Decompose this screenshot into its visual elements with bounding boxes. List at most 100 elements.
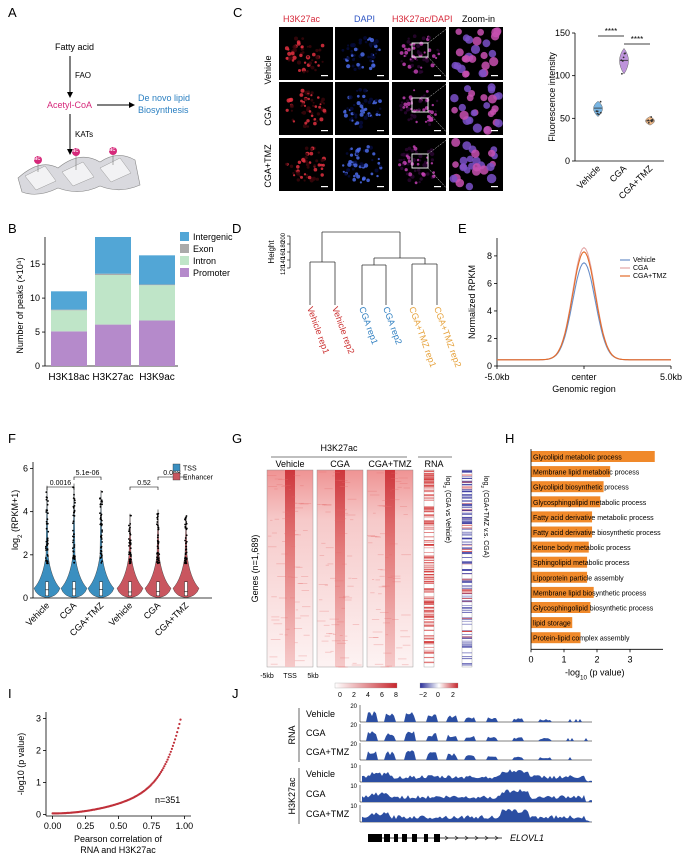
g-heatmap-speck [300, 615, 309, 617]
c-zoom-box [411, 42, 429, 58]
g-heatmap-speck [382, 585, 386, 587]
c-cell-dot [302, 110, 307, 115]
g-rna-stripe [462, 541, 472, 543]
c-cell-dot [365, 113, 369, 117]
c-cell-dot [289, 164, 294, 168]
i-scatter-point [179, 718, 182, 721]
g-rna-stripe [462, 474, 472, 476]
f-outlier [184, 539, 187, 542]
g-rna-stripe-up [424, 510, 434, 512]
g-heatmap-speck [325, 564, 329, 566]
c-x-tick-label: CGA [608, 163, 629, 184]
g-rna-stripe [462, 517, 472, 518]
c-cell-dot [378, 99, 382, 103]
c-cell-dot [303, 173, 307, 176]
f-box [128, 581, 132, 597]
g-rna-stripe-up [424, 574, 434, 576]
f-outlier [73, 499, 76, 502]
g-rna-stripe-up [424, 540, 434, 542]
g-heatmap-speck [298, 655, 307, 657]
f-outlier [72, 547, 74, 550]
c-cell-dot [322, 108, 327, 113]
c-cell-dot [423, 51, 426, 54]
g-rna-stripe-up [424, 488, 434, 490]
f-legend-label: Enhancer [183, 475, 214, 482]
g-rna-stripe-up [424, 555, 434, 557]
g-heatmap-speck [282, 541, 286, 542]
g-rna-stripe [462, 607, 472, 608]
c-cell-dot [398, 163, 402, 167]
d-leaf-label: Vehicle rep2 [330, 305, 356, 355]
e-y-tick-label: 8 [487, 251, 492, 261]
b-legend-swatch [180, 268, 189, 277]
c-cell-dot [306, 165, 310, 169]
c-cell-dot [371, 60, 374, 63]
c-cell-dot [369, 100, 372, 103]
c-y-tick-label: 100 [555, 71, 570, 81]
c-cell-dot [350, 43, 355, 48]
f-outlier [100, 550, 103, 553]
c-cell-dot [424, 120, 428, 123]
c-cell-dot [358, 147, 361, 150]
f-legend-swatch [172, 463, 181, 472]
i-scatter-point [160, 770, 163, 774]
g-rna-stripe [462, 520, 472, 521]
c-cell-dot [303, 61, 307, 64]
panel-label-i: I [8, 686, 12, 701]
a-arrowhead-fao [67, 92, 73, 98]
f-outlier [99, 503, 102, 506]
g-heatmap-speck [400, 630, 408, 632]
c-cell-dot [355, 152, 359, 156]
c-cell-dot [353, 174, 356, 178]
c-cell-dot [480, 51, 488, 60]
f-outlier [184, 537, 187, 539]
i-annotation: n=351 [155, 795, 180, 805]
c-cell-dot [399, 108, 403, 112]
c-cell-dot [358, 38, 363, 43]
g-rna-stripe [462, 521, 472, 523]
c-cell-dot [309, 151, 314, 156]
g-heatmap-speck [382, 505, 393, 507]
j-track-scale: 20 [350, 742, 357, 748]
g-rna-stripe-up [424, 637, 434, 639]
g-heatmap-speck [380, 569, 385, 571]
g-heatmap-speck [271, 619, 280, 621]
c-x-tick-label: Vehicle [575, 163, 603, 191]
c-cell-dot [303, 179, 306, 182]
h-bar-label: Protein-lipid complex assembly [533, 636, 630, 643]
g-heatmap-speck [397, 486, 402, 488]
h-bar-label: lipid storage [533, 621, 571, 628]
g-heatmap-speck [368, 637, 379, 638]
g-heatmap-speck [396, 647, 403, 649]
c-cell-dot [317, 64, 320, 67]
c-cell-dot [420, 70, 424, 74]
g-heatmap-core [335, 470, 345, 667]
g-rna-stripe [462, 623, 472, 625]
g-rna-stripe-up [424, 495, 434, 497]
g-rna-stripe-up [424, 544, 434, 546]
g-heatmap-speck [300, 503, 309, 505]
j-track-label: CGA [306, 789, 326, 799]
f-outlier [46, 538, 49, 540]
c-cell-dot [418, 159, 422, 162]
c-cell-dot [356, 174, 361, 179]
c-cell-dot [363, 98, 368, 103]
panel-label-h: H [505, 431, 514, 446]
c-cell-dot [364, 148, 369, 153]
g-rna-stripe-up [424, 619, 434, 620]
b-legend-label: Promoter [193, 268, 230, 278]
c-cell-dot [352, 177, 357, 182]
c-cell-dot [461, 55, 468, 63]
f-outlier [157, 542, 160, 545]
f-outlier [72, 550, 75, 553]
c-scale-bar [321, 186, 328, 188]
f-outlier [72, 514, 75, 517]
g-rna-stripe-up [424, 602, 434, 603]
g-heatmap-speck [284, 634, 288, 636]
g-heatmap-speck [343, 508, 347, 510]
g-rna-stripe-up [424, 611, 434, 613]
g-heatmap-speck [271, 532, 277, 534]
c-cell-dot [351, 64, 355, 68]
c-col-zoom: Zoom-in [462, 14, 495, 24]
